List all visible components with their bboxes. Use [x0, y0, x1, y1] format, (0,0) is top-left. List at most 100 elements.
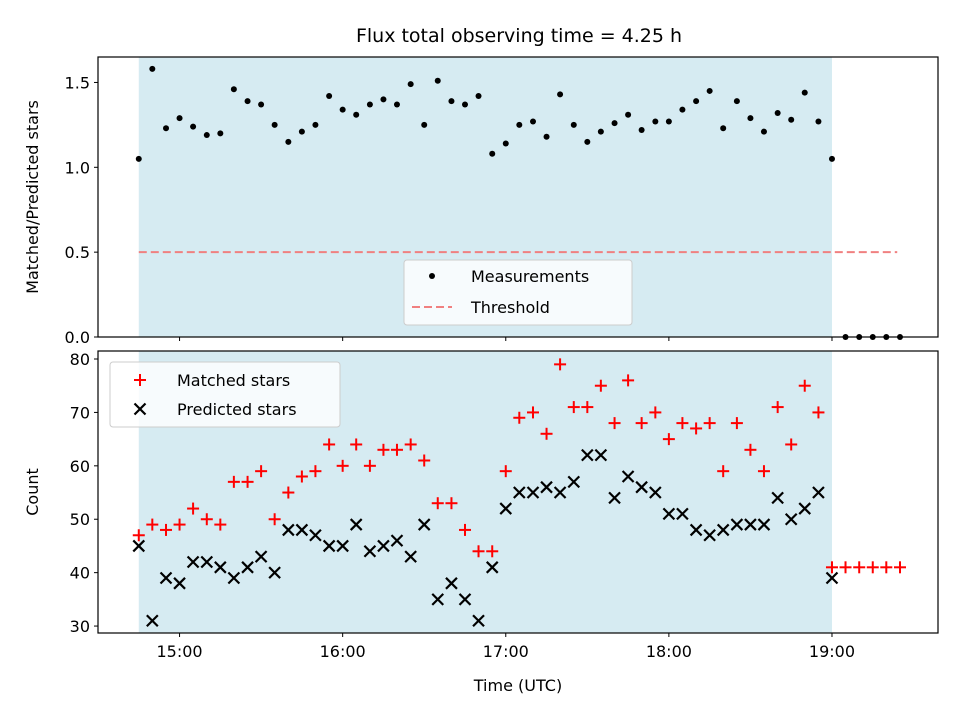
matched-star-point	[268, 513, 281, 526]
matched-star-point	[594, 379, 607, 392]
predicted-star-point	[146, 614, 159, 627]
predicted-star-point	[404, 550, 417, 563]
measurement-point	[230, 86, 237, 93]
measurement-point	[815, 118, 822, 125]
matched-star-point	[717, 465, 730, 478]
matched-star-point	[160, 523, 173, 536]
matched-star-point	[390, 443, 403, 456]
measurement-point	[217, 130, 224, 137]
x-tick-label: 16:00	[320, 642, 366, 661]
matched-star-point	[200, 513, 213, 526]
matched-star-point	[581, 401, 594, 414]
matched-star-point	[431, 497, 444, 510]
matched-star-point	[295, 470, 308, 483]
matched-star-point	[893, 561, 906, 574]
matched-star-point	[336, 459, 349, 472]
y-tick-label: 0.0	[65, 328, 90, 347]
legend-matched-marker	[134, 374, 146, 386]
predicted-star-point	[173, 577, 186, 590]
matched-star-point	[676, 417, 689, 430]
measurement-point	[747, 115, 754, 122]
matched-star-point	[567, 401, 580, 414]
x-tick-label: 18:00	[646, 642, 692, 661]
predicted-star-point	[567, 475, 581, 489]
x-tick-label: 15:00	[156, 642, 202, 661]
measurement-point	[530, 118, 537, 125]
measurement-point	[502, 140, 509, 147]
predicted-star-point	[621, 470, 635, 483]
matched-star-point	[744, 443, 757, 456]
measurement-point	[516, 121, 523, 128]
predicted-star-point	[649, 486, 662, 499]
predicted-star-point	[159, 571, 173, 585]
matched-star-point	[554, 358, 567, 371]
predicted-star-point	[186, 555, 200, 569]
matched-star-point	[622, 374, 635, 387]
matched-star-point	[812, 406, 825, 419]
y-tick-label: 80	[70, 350, 90, 369]
legend-predicted-label: Predicted stars	[177, 400, 297, 419]
matched-star-point	[418, 454, 431, 467]
plot-frame	[97, 350, 939, 634]
matched-star-point	[486, 545, 499, 558]
predicted-star-point	[608, 491, 621, 505]
predicted-star-point	[676, 507, 689, 521]
measurement-point	[339, 106, 346, 113]
measurement-point	[312, 121, 319, 128]
measurement-point	[706, 87, 713, 94]
legend-bottom: Matched stars Predicted stars	[109, 361, 341, 428]
predicted-star-point	[214, 561, 227, 574]
measurement-point	[366, 101, 373, 108]
y-axis-title: Matched/Predicted stars	[23, 100, 42, 294]
legend-predicted-marker	[133, 402, 147, 416]
predicted-star-point	[322, 539, 336, 553]
measurement-point	[285, 138, 292, 145]
matched-star-point	[635, 417, 648, 430]
matched-star-point	[703, 417, 716, 430]
measurement-point	[407, 81, 414, 88]
measurement-point	[149, 65, 156, 72]
y-tick-label: 70	[70, 403, 90, 422]
predicted-star-point	[757, 518, 771, 531]
legend-box	[403, 259, 633, 326]
measurement-point	[244, 98, 251, 105]
measurement-point	[611, 120, 618, 127]
predicted-star-point	[744, 518, 757, 531]
matched-star-point	[730, 417, 743, 430]
matched-star-point	[227, 475, 240, 488]
matched-star-point	[608, 417, 621, 430]
matched-star-point	[350, 438, 363, 451]
measurement-point	[475, 93, 482, 100]
matched-star-point	[540, 427, 553, 440]
y-tick-label: 1.5	[65, 73, 90, 92]
matched-star-point	[853, 561, 866, 574]
predicted-star-point	[241, 561, 254, 574]
predicted-star-point	[662, 507, 676, 521]
y-tick-label: 0.5	[65, 243, 90, 262]
predicted-star-point	[336, 539, 349, 553]
measurement-point	[271, 121, 278, 128]
x-tick-label: 19:00	[809, 642, 855, 661]
matched-star-point	[173, 518, 186, 531]
predicted-star-point	[431, 593, 445, 606]
predicted-star-point	[553, 486, 567, 499]
measurement-point	[461, 101, 468, 108]
measurement-point	[489, 150, 496, 157]
bottom-panel: 30 40 50 60 70 80 15:00 16:00 17:00 18:00 19:00 Cou…	[23, 350, 939, 695]
matched-star-point	[839, 561, 852, 574]
measurement-point	[353, 111, 360, 118]
measurement-point	[448, 98, 455, 105]
measurement-point	[298, 128, 305, 135]
matched-star-point	[445, 497, 458, 510]
matched-star-point	[499, 465, 512, 478]
measurement-point	[380, 96, 387, 103]
measurement-point	[597, 128, 604, 135]
measurement-point	[760, 128, 767, 135]
predicted-star-point	[825, 571, 839, 585]
matched-star-point	[771, 401, 784, 414]
predicted-star-point	[581, 448, 594, 462]
predicted-star-point	[798, 502, 812, 515]
predicted-star-point	[458, 593, 472, 606]
matched-star-point	[880, 561, 893, 574]
